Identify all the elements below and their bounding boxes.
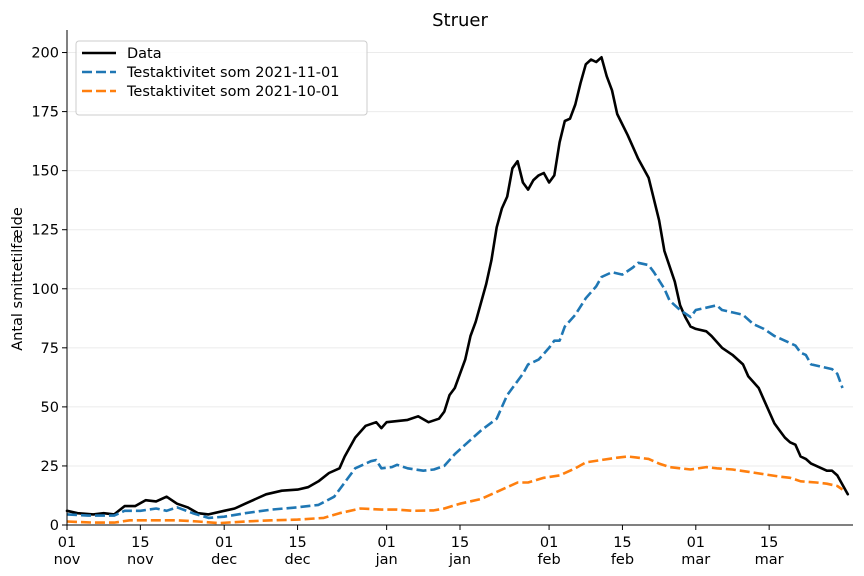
x-tick-label-day: 01: [377, 535, 395, 551]
x-tick-label-day: 15: [131, 535, 149, 551]
x-tick-label-month: mar: [681, 552, 710, 568]
x-tick-label-month: jan: [375, 552, 398, 568]
y-tick-label: 75: [41, 341, 59, 357]
series-lines: [65, 55, 850, 525]
series-line-2: [66, 455, 844, 525]
y-tick-label: 0: [50, 518, 59, 534]
x-tick-label-month: feb: [611, 552, 634, 568]
legend: Data Testaktivitet som 2021-11-01 Testakti…: [75, 40, 368, 116]
legend-label-1: Testaktivitet som 2021-11-01: [126, 65, 340, 81]
x-tick-label-month: nov: [127, 552, 154, 568]
x-tick-label-day: 01: [215, 535, 233, 551]
y-tick-label: 50: [41, 400, 59, 416]
y-tick-label: 150: [31, 164, 59, 180]
x-tick-label-month: jan: [448, 552, 471, 568]
x-tick-label-day: 01: [540, 535, 558, 551]
y-tick-label: 125: [31, 223, 59, 239]
x-tick-label-day: 15: [760, 535, 778, 551]
x-tick-label-day: 01: [687, 535, 705, 551]
x-tick-label-day: 01: [58, 535, 76, 551]
y-tick-label: 25: [41, 459, 59, 475]
y-tick-label: 200: [31, 46, 59, 62]
series-line-1: [66, 261, 844, 520]
chart-title: Struer: [432, 10, 488, 31]
x-tick-label-month: mar: [755, 552, 784, 568]
y-tick-label: 175: [31, 105, 59, 121]
y-tick-label: 100: [31, 282, 59, 298]
x-tick-label-day: 15: [288, 535, 306, 551]
series-line-0: [65, 55, 850, 516]
legend-label-2: Testaktivitet som 2021-10-01: [126, 84, 340, 100]
y-axis-label: Antal smittetilfælde: [10, 207, 26, 351]
x-tick-label-month: dec: [211, 552, 237, 568]
legend-box: [75, 40, 368, 116]
x-tick-label-day: 15: [451, 535, 469, 551]
x-tick-label-day: 15: [613, 535, 631, 551]
x-tick-label-month: dec: [285, 552, 311, 568]
x-tick-label-month: feb: [537, 552, 560, 568]
legend-label-0: Data: [127, 46, 162, 62]
axes: 025507510012515017520001nov15nov01dec15d…: [31, 30, 853, 568]
x-tick-label-month: nov: [54, 552, 81, 568]
